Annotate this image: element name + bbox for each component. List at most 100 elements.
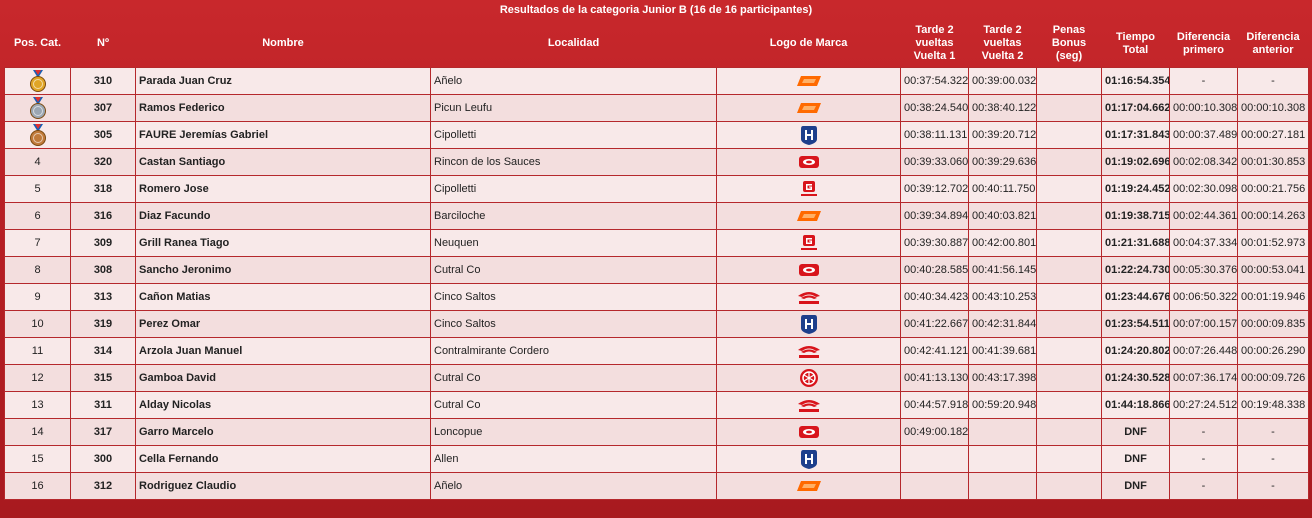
gap-prev-cell: 00:00:27.181 [1237,121,1309,149]
name-cell: Cella Fernando [135,445,431,473]
name-cell: Romero Jose [135,175,431,203]
city-cell: Cipolletti [430,175,717,203]
header-row: Pos. Cat. Nº Nombre Localidad Logo de Marca T… [5,20,1309,68]
lap1-cell: 00:39:12.702 [900,175,969,203]
lap2-cell: 00:42:31.844 [968,310,1037,338]
logo-cell [716,391,901,419]
name-cell: Diaz Facundo [135,202,431,230]
logo-cell [716,472,901,500]
gap-first-cell: 00:06:50.322 [1169,283,1238,311]
gap-first-cell: 00:04:37.334 [1169,229,1238,257]
lap2-cell: 00:42:00.801 [968,229,1037,257]
logo-cell [716,148,901,176]
result-row: 305 FAURE Jeremías Gabriel Cipolletti 00:38… [4,121,1309,149]
number-cell: 315 [70,364,136,392]
lap2-cell: 00:40:11.750 [968,175,1037,203]
city-cell: Cinco Saltos [430,310,717,338]
column-header: Tiempo Total [1116,30,1155,56]
logo-cell [716,121,901,149]
result-row: 16 312 Rodriguez Claudio Añelo DNF - - [4,472,1309,500]
gap-first-cell: - [1169,472,1238,500]
penalty-cell [1036,472,1102,500]
gap-prev-cell: 00:00:14.263 [1237,202,1309,230]
result-row: 310 Parada Juan Cruz Añelo 00:37:54.322 00:3… [4,67,1309,95]
gap-prev-cell: 00:00:26.290 [1237,337,1309,365]
penalty-cell [1036,67,1102,95]
penalty-cell [1036,364,1102,392]
gap-prev-cell: 00:01:19.946 [1237,283,1309,311]
gap-first-cell: 00:27:24.512 [1169,391,1238,419]
gap-first-cell: 00:02:30.098 [1169,175,1238,203]
gap-first-cell: - [1169,445,1238,473]
gap-first-cell: 00:07:26.448 [1169,337,1238,365]
column-header: Nombre [262,37,304,49]
logo-cell [716,283,901,311]
gap-prev-cell: 00:00:10.308 [1237,94,1309,122]
lap1-cell: 00:39:33.060 [900,148,969,176]
gap-prev-cell: 00:00:53.041 [1237,256,1309,284]
result-row: 8 308 Sancho Jeronimo Cutral Co 00:40:28.585… [4,256,1309,284]
brand-logo [797,346,820,358]
penalty-cell [1036,175,1102,203]
gap-first-cell: 00:07:36.174 [1169,364,1238,392]
city-cell: Añelo [430,472,717,500]
penalty-cell [1036,94,1102,122]
logo-cell [716,175,901,203]
position-cell: 13 [4,391,71,419]
table-title: Resultados de la categoria Junior B (16 … [499,4,813,16]
result-row: 10 319 Perez Omar Cinco Saltos 00:41:22.667 0… [4,310,1309,338]
position-cell: 4 [4,148,71,176]
total-cell: 01:17:04.662 [1101,94,1170,122]
position-cell: 11 [4,337,71,365]
gap-prev-cell: 00:00:09.835 [1237,310,1309,338]
total-cell: 01:17:31.843 [1101,121,1170,149]
column-header: Nº [97,37,109,49]
penalty-cell [1036,229,1102,257]
total-cell: 01:23:54.511 [1101,310,1170,338]
name-cell: FAURE Jeremías Gabriel [135,121,431,149]
gap-prev-cell: 00:00:09.726 [1237,364,1309,392]
name-cell: Gamboa David [135,364,431,392]
lap1-cell: 00:42:41.121 [900,337,969,365]
lap2-cell [968,418,1037,446]
lap1-cell: 00:39:34.894 [900,202,969,230]
result-row: 9 313 Cañon Matias Cinco Saltos 00:40:34.423… [4,283,1309,311]
penalty-cell [1036,256,1102,284]
column-header: Localidad [547,37,600,49]
lap1-cell: 00:41:13.130 [900,364,969,392]
total-cell: 01:21:31.688 [1101,229,1170,257]
result-row: 307 Ramos Federico Picun Leufu 00:38:24.540… [4,94,1309,122]
medal-cell [4,94,71,122]
city-cell: Rincon de los Sauces [430,148,717,176]
lap2-cell: 00:39:29.636 [968,148,1037,176]
brand-logo [800,315,817,334]
number-cell: 300 [70,445,136,473]
result-row: 11 314 Arzola Juan Manuel Contralmirante Co… [4,337,1309,365]
gap-prev-cell: - [1237,445,1309,473]
total-cell: 01:24:30.528 [1101,364,1170,392]
medal-icon [29,70,46,92]
number-cell: 318 [70,175,136,203]
total-cell: 01:24:20.802 [1101,337,1170,365]
name-cell: Arzola Juan Manuel [135,337,431,365]
gap-prev-cell: 00:00:21.756 [1237,175,1309,203]
number-cell: 313 [70,283,136,311]
gap-prev-cell: 00:01:52.973 [1237,229,1309,257]
brand-logo [796,76,821,86]
penalty-cell [1036,391,1102,419]
penalty-cell [1036,121,1102,149]
total-cell: 01:19:24.452 [1101,175,1170,203]
penalty-cell [1036,148,1102,176]
lap1-cell: 00:39:30.887 [900,229,969,257]
name-cell: Cañon Matias [135,283,431,311]
number-cell: 320 [70,148,136,176]
city-cell: Cinco Saltos [430,283,717,311]
name-cell: Perez Omar [135,310,431,338]
brand-logo [800,181,817,196]
result-row: 4 320 Castan Santiago Rincon de los Sauces 0… [4,148,1309,176]
number-cell: 314 [70,337,136,365]
penalty-cell [1036,337,1102,365]
column-header: Pos. Cat. [13,37,62,49]
gap-first-cell: - [1169,418,1238,446]
